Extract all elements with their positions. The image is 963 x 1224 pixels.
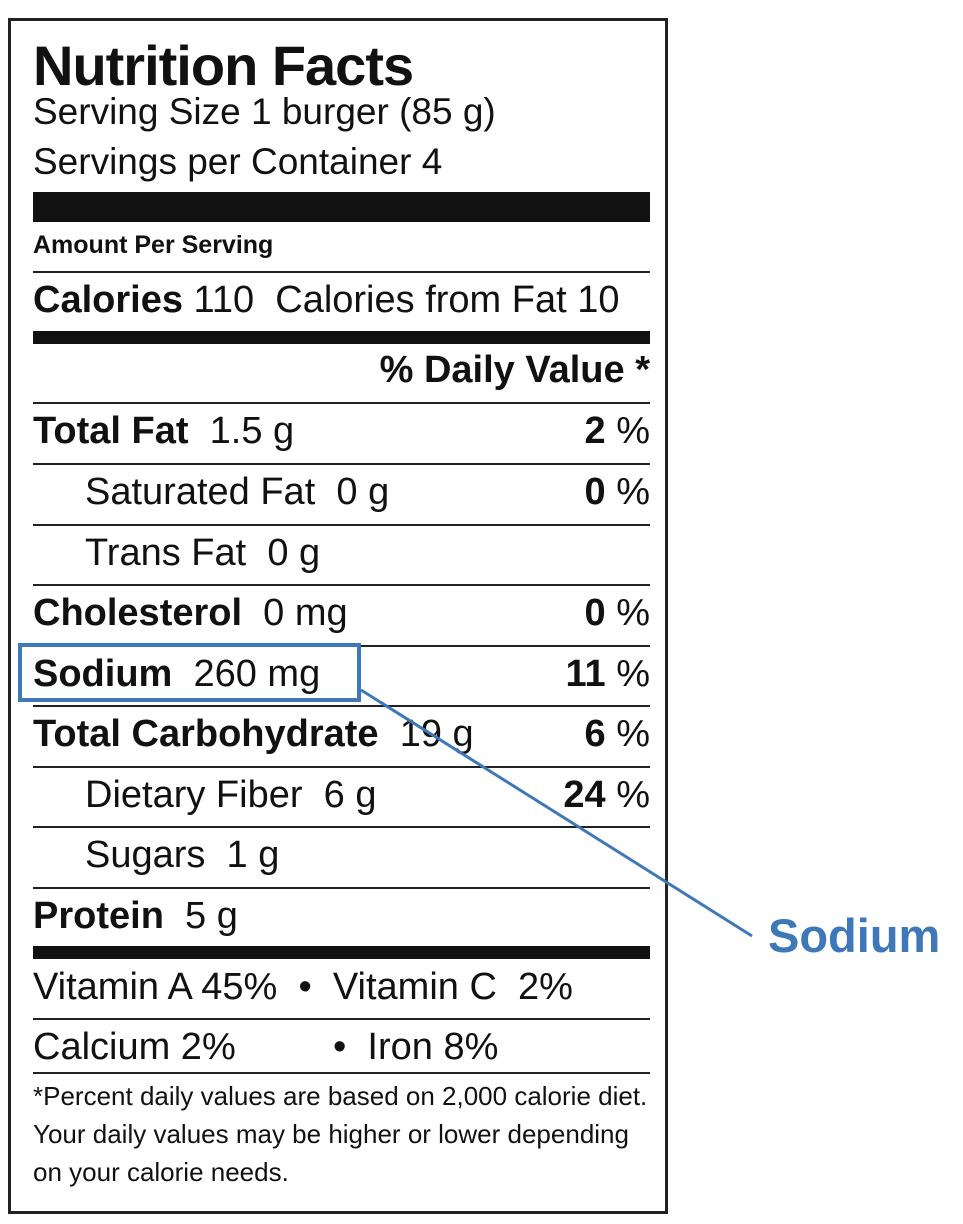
nutrient-amount: 260 mg (193, 653, 321, 695)
nutrient-amount: 0 g (267, 532, 321, 574)
daily-value-header: % Daily Value * (379, 349, 650, 391)
calories-row: Calories 110 Calories from Fat 10 (33, 273, 650, 331)
nutrient-dv: 11 (565, 653, 606, 695)
divider (33, 402, 650, 404)
vitamins-row-2: Calcium 2% • Iron 8% (33, 1020, 650, 1078)
nutrient-row-total-carbohydrate: Total Carbohydrate 19 g 6 % (33, 713, 650, 755)
divider (33, 271, 650, 273)
divider (33, 524, 650, 526)
daily-value-header-row: % Daily Value * (33, 343, 650, 401)
nutrient-amount: 0 mg (263, 592, 348, 634)
sodium-highlight-box (18, 643, 361, 702)
nutrient-dv: 0 (584, 592, 606, 634)
nutrient-dv: 0 (584, 471, 606, 513)
nutrient-dv: 6 (584, 713, 606, 755)
nutrient-row-dietary-fiber: Dietary Fiber 6 g 24 % (85, 774, 650, 816)
leader-line (360, 688, 753, 938)
nutrient-row-sugars: Sugars 1 g (33, 828, 650, 886)
nutrient-amount: 1 g (226, 834, 280, 876)
nutrient-row-trans-fat: Trans Fat 0 g (33, 526, 650, 584)
nutrient-name: Protein (33, 895, 164, 937)
nutrient-name: Sugars (85, 834, 206, 876)
nutrient-amount: 5 g (185, 895, 238, 937)
serving-size: Serving Size 1 burger (85 g) (33, 91, 496, 132)
calcium-value: Calcium 2% (33, 1026, 236, 1068)
nutrient-name: Total Carbohydrate (33, 713, 379, 755)
nutrient-amount: 0 g (336, 471, 390, 513)
divider (33, 1018, 650, 1020)
nutrient-dv: 24 (563, 774, 606, 816)
nutrient-row-protein: Protein 5 g (33, 889, 650, 947)
thick-divider (33, 192, 650, 222)
nutrient-name: Sodium (33, 653, 173, 695)
nutrient-row-sodium: Sodium 260 mg 11 % (33, 653, 650, 695)
medium-divider (33, 331, 650, 344)
nutrient-row-total-fat: Total Fat 1.5 g 2 % (33, 410, 650, 452)
medium-divider (33, 946, 650, 959)
amount-per-serving: Amount Per Serving (33, 231, 274, 259)
footnote: *Percent daily values are based on 2,000… (33, 1081, 648, 1187)
divider (33, 1072, 650, 1074)
nutrition-label: Nutrition Facts Serving Size 1 burger (8… (8, 18, 668, 1214)
callout-label: Sodium (768, 909, 941, 962)
nutrient-name: Saturated Fat (85, 471, 316, 513)
nutrient-name: Dietary Fiber (85, 774, 303, 816)
divider (33, 766, 650, 768)
servings-per-container: Servings per Container 4 (33, 141, 443, 182)
calories-text: Calories 110 Calories from Fat 10 (33, 279, 620, 321)
nutrient-amount: 1.5 g (209, 410, 295, 452)
nutrient-row-saturated-fat: Saturated Fat 0 g 0 % (85, 471, 650, 513)
vitamins-a-c: Vitamin A 45% • Vitamin C 2% (33, 966, 573, 1008)
vitamins-row-1: Vitamin A 45% • Vitamin C 2% (33, 960, 650, 1018)
label-title: Nutrition Facts (33, 34, 414, 97)
divider (33, 826, 650, 828)
divider (33, 463, 650, 465)
iron-value: • Iron 8% (333, 1026, 499, 1068)
divider (33, 705, 650, 707)
nutrient-amount: 6 g (323, 774, 377, 816)
nutrient-name: Total Fat (33, 410, 189, 452)
nutrient-row-cholesterol: Cholesterol 0 mg 0 % (33, 592, 650, 634)
divider (33, 887, 650, 889)
nutrient-name: Cholesterol (33, 592, 243, 634)
divider (33, 584, 650, 586)
nutrient-name: Trans Fat (85, 532, 247, 574)
nutrient-amount: 19 g (399, 713, 474, 755)
nutrient-dv: 2 (584, 410, 606, 452)
